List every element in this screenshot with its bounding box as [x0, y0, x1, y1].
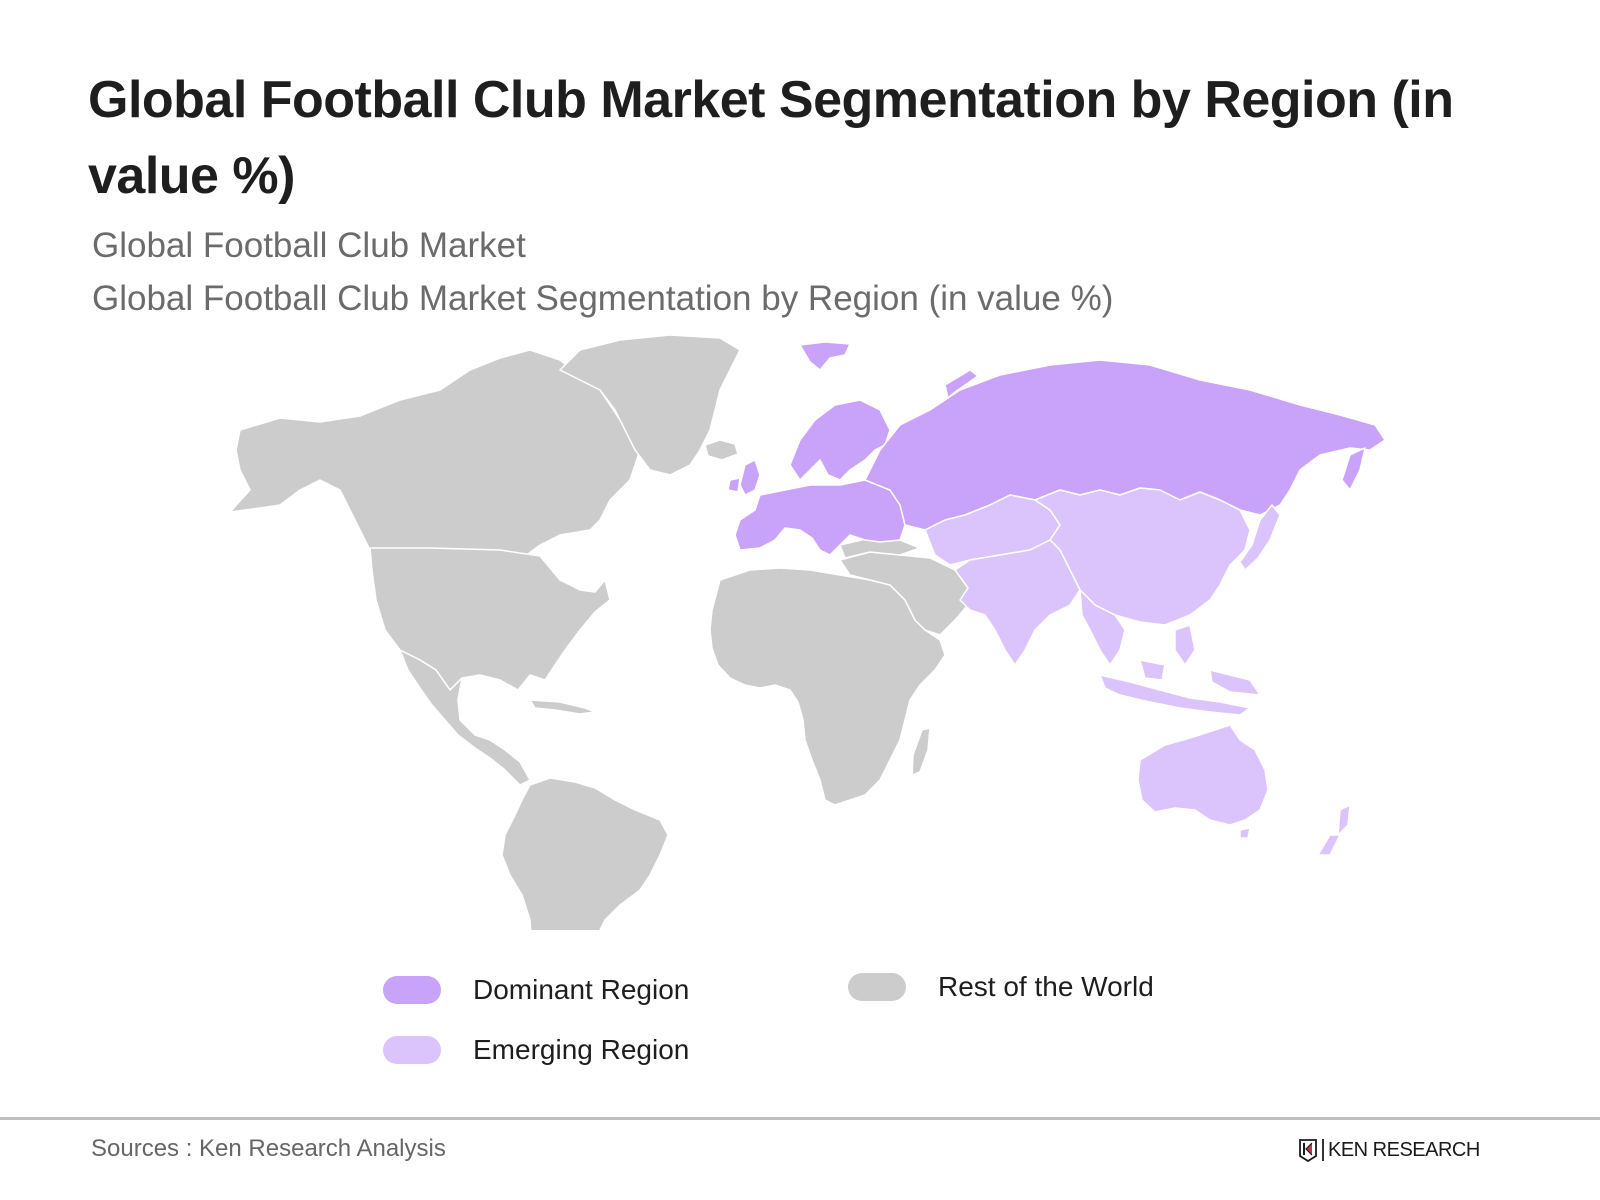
region-usa	[369, 547, 611, 691]
ken-research-logo: KEN RESEARCH	[1298, 1138, 1480, 1162]
region-tasmania	[1239, 827, 1251, 839]
ken-logo-icon	[1299, 1139, 1317, 1162]
region-central-america	[399, 649, 531, 786]
logo-separator	[1322, 1139, 1324, 1161]
region-southeast-asia	[1079, 589, 1126, 666]
map-rest-of-world	[229, 334, 971, 930]
region-new-zealand	[1317, 804, 1351, 856]
legend-label-dominant: Dominant Region	[473, 974, 690, 1005]
chart-subtitle: Global Football Club Market	[92, 226, 526, 265]
region-south-america	[501, 777, 669, 930]
region-caribbean	[529, 699, 596, 715]
region-uk-ireland	[727, 459, 761, 496]
legend-item-emerging: Emerging Region	[383, 1034, 689, 1066]
chart-description: Global Football Club Market Segmentation…	[92, 279, 1114, 318]
region-scandinavia	[789, 399, 891, 481]
legend-item-rest: Rest of the World	[848, 971, 1154, 1003]
logo-text: KEN RESEARCH	[1328, 1138, 1480, 1161]
region-south-asia	[954, 539, 1081, 666]
region-greenland	[559, 334, 741, 476]
world-map	[200, 330, 1450, 930]
region-kamchatka	[1341, 447, 1366, 491]
map-emerging-region	[924, 487, 1351, 856]
region-novaya-zemlya	[944, 369, 979, 399]
legend-item-dominant: Dominant Region	[383, 974, 689, 1006]
legend-swatch-dominant	[383, 976, 441, 1004]
region-japan	[1239, 504, 1281, 571]
region-middle-east	[839, 551, 971, 636]
region-indonesia	[1099, 624, 1261, 716]
source-note: Sources : Ken Research Analysis	[91, 1135, 446, 1162]
footer-divider	[0, 1117, 1600, 1120]
region-australia	[1137, 724, 1269, 826]
legend-swatch-emerging	[383, 1036, 441, 1064]
region-madagascar	[911, 727, 931, 776]
legend-label-emerging: Emerging Region	[473, 1034, 690, 1065]
region-svalbard	[799, 341, 851, 371]
page-title: Global Football Club Market Segmentation…	[88, 71, 1454, 205]
legend-swatch-rest	[848, 973, 906, 1001]
legend-label-rest: Rest of the World	[938, 971, 1154, 1002]
region-iceland	[704, 439, 739, 461]
